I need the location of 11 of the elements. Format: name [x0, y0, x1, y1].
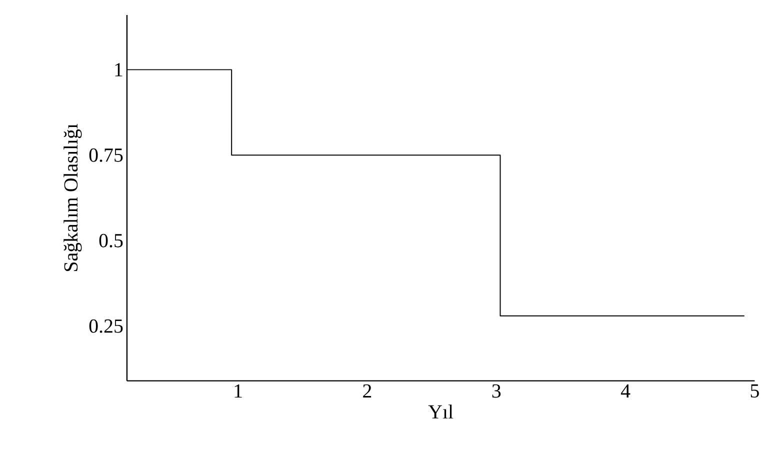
x-tick-label: 3 — [492, 384, 501, 398]
y-tick-label: 0.5 — [99, 234, 123, 248]
x-tick-label: 5 — [750, 384, 759, 398]
x-axis-title: Yıl — [428, 404, 454, 418]
x-tick-label: 1 — [234, 384, 242, 398]
x-tick-label: 4 — [620, 384, 630, 398]
y-tick-label: 1 — [115, 63, 122, 76]
x-tick-label: 2 — [363, 384, 372, 398]
y-tick-label: 0.25 — [89, 319, 123, 333]
y-tick-label: 0.75 — [89, 148, 123, 162]
y-axis-title: Sağkalım Olasılığı — [64, 124, 82, 272]
